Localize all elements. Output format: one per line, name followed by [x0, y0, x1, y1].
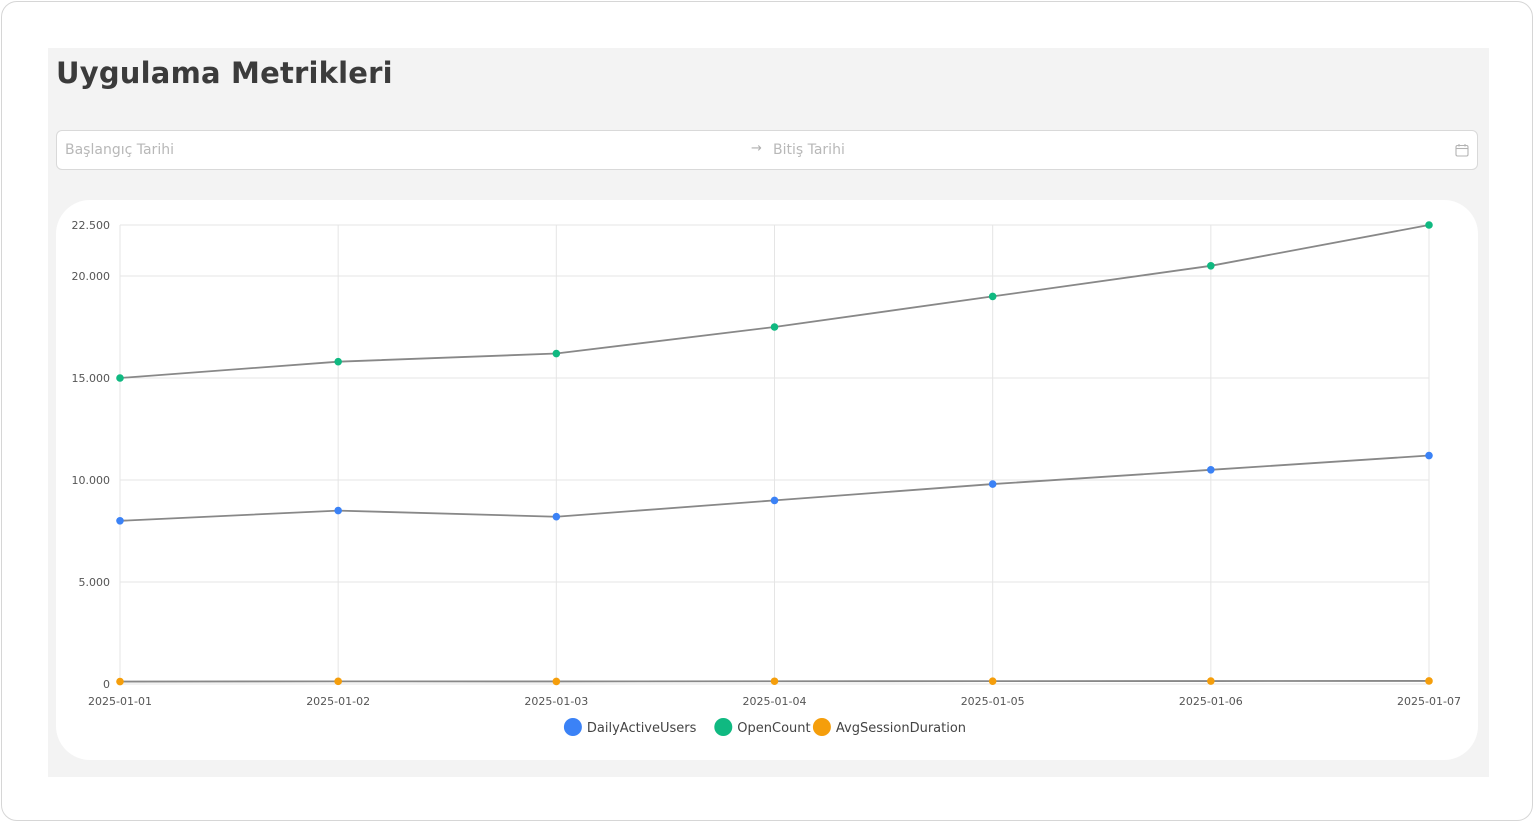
- start-date-input[interactable]: [65, 131, 725, 169]
- data-point-OpenCount: [552, 349, 561, 358]
- data-point-AvgSessionDuration: [988, 677, 997, 685]
- data-point-AvgSessionDuration: [1207, 677, 1215, 685]
- x-tick-label: 2025-01-03: [524, 695, 588, 708]
- legend-label: DailyActiveUsers: [587, 721, 697, 736]
- data-point-AvgSessionDuration: [552, 677, 561, 686]
- calendar-icon[interactable]: [1455, 143, 1469, 157]
- y-tick-label: 5.000: [79, 576, 111, 589]
- chart-card: 0 5.000 10.000 15.000 20.000 22.500 2025-01-01…: [56, 200, 1478, 760]
- y-tick-label: 10.000: [72, 474, 111, 487]
- end-date-input[interactable]: [773, 131, 1433, 169]
- data-point-DailyActiveUsers: [988, 480, 997, 488]
- x-tick-label: 2025-01-07: [1397, 695, 1461, 708]
- x-tick-label: 2025-01-05: [961, 695, 1025, 708]
- data-point-OpenCount: [116, 374, 124, 382]
- x-tick-label: 2025-01-04: [743, 695, 807, 708]
- y-tick-label: 20.000: [72, 270, 111, 283]
- legend-swatch-OpenCount: [714, 718, 733, 736]
- data-point-DailyActiveUsers: [1425, 451, 1433, 460]
- legend-label: AvgSessionDuration: [836, 721, 966, 736]
- data-point-DailyActiveUsers: [552, 512, 561, 521]
- date-range-picker[interactable]: →: [56, 130, 1478, 170]
- data-point-OpenCount: [770, 323, 779, 331]
- data-point-AvgSessionDuration: [770, 677, 779, 686]
- data-point-DailyActiveUsers: [1207, 466, 1215, 474]
- data-point-AvgSessionDuration: [334, 677, 342, 686]
- data-point-AvgSessionDuration: [116, 677, 124, 686]
- data-point-OpenCount: [988, 292, 997, 301]
- x-tick-label: 2025-01-06: [1179, 695, 1243, 708]
- data-point-DailyActiveUsers: [334, 506, 342, 515]
- y-tick-label: 15.000: [72, 372, 111, 385]
- legend-swatch-AvgSessionDuration: [812, 718, 831, 736]
- legend-swatch-DailyActiveUsers: [563, 718, 582, 736]
- y-tick-label: 22.500: [72, 219, 111, 232]
- x-tick-label: 2025-01-02: [306, 695, 370, 708]
- line-chart: 0 5.000 10.000 15.000 20.000 22.500 2025-01-01…: [72, 219, 1461, 736]
- data-point-DailyActiveUsers: [770, 496, 779, 505]
- page-title: Uygulama Metrikleri: [56, 56, 393, 90]
- data-point-AvgSessionDuration: [1425, 677, 1433, 685]
- x-tick-label: 2025-01-01: [88, 695, 152, 708]
- data-point-OpenCount: [1207, 262, 1215, 270]
- legend-label: OpenCount: [737, 721, 810, 736]
- y-tick-label: 0: [103, 678, 110, 691]
- data-point-OpenCount: [334, 357, 342, 366]
- data-point-OpenCount: [1425, 221, 1433, 229]
- data-point-DailyActiveUsers: [116, 517, 124, 525]
- arrow-right-icon: →: [751, 141, 762, 156]
- metrics-panel: Uygulama Metrikleri → 0 5.000 10.000 15.000…: [48, 48, 1489, 777]
